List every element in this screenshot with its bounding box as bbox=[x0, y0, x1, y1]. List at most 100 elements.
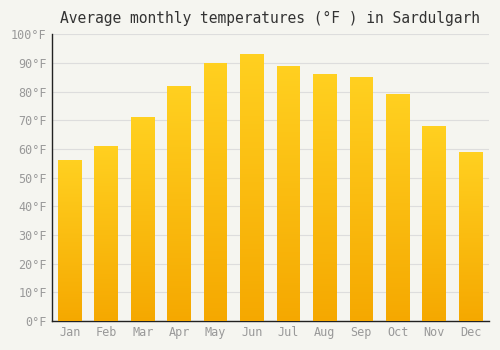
Bar bbox=[350, 289, 373, 292]
Bar bbox=[459, 162, 482, 164]
Bar bbox=[386, 97, 409, 99]
Bar bbox=[240, 193, 264, 196]
Bar bbox=[459, 250, 482, 252]
Bar bbox=[94, 195, 118, 197]
Bar bbox=[204, 110, 228, 112]
Bar bbox=[94, 200, 118, 202]
Bar bbox=[58, 290, 82, 292]
Bar bbox=[94, 186, 118, 188]
Bar bbox=[313, 158, 336, 161]
Bar bbox=[240, 142, 264, 145]
Bar bbox=[276, 86, 300, 89]
Bar bbox=[350, 309, 373, 311]
Bar bbox=[422, 268, 446, 270]
Bar bbox=[58, 188, 82, 189]
Bar bbox=[350, 97, 373, 99]
Bar bbox=[204, 143, 228, 146]
Bar bbox=[350, 160, 373, 163]
Bar bbox=[204, 99, 228, 102]
Bar bbox=[240, 209, 264, 212]
Bar bbox=[276, 290, 300, 293]
Bar bbox=[276, 71, 300, 74]
Bar bbox=[422, 309, 446, 311]
Bar bbox=[204, 208, 228, 210]
Bar bbox=[58, 260, 82, 261]
Bar bbox=[386, 271, 409, 273]
Bar bbox=[459, 290, 482, 292]
Bar bbox=[204, 184, 228, 187]
Bar bbox=[94, 205, 118, 207]
Bar bbox=[94, 165, 118, 167]
Bar bbox=[422, 219, 446, 222]
Bar bbox=[240, 65, 264, 68]
Bar bbox=[94, 305, 118, 307]
Bar bbox=[459, 255, 482, 257]
Bar bbox=[459, 154, 482, 155]
Bar bbox=[313, 151, 336, 153]
Bar bbox=[131, 268, 154, 270]
Bar bbox=[459, 170, 482, 172]
Bar bbox=[386, 285, 409, 287]
Bar bbox=[168, 265, 191, 267]
Bar bbox=[168, 222, 191, 225]
Bar bbox=[94, 216, 118, 218]
Bar bbox=[422, 190, 446, 192]
Bar bbox=[386, 267, 409, 269]
Bar bbox=[422, 292, 446, 294]
Bar bbox=[459, 191, 482, 192]
Bar bbox=[94, 155, 118, 156]
Bar bbox=[276, 283, 300, 285]
Bar bbox=[131, 128, 154, 130]
Bar bbox=[459, 260, 482, 262]
Bar bbox=[386, 203, 409, 205]
Bar bbox=[313, 222, 336, 225]
Bar bbox=[422, 290, 446, 292]
Bar bbox=[313, 311, 336, 314]
Bar bbox=[386, 149, 409, 151]
Bar bbox=[459, 309, 482, 311]
Bar bbox=[94, 286, 118, 288]
Bar bbox=[276, 158, 300, 160]
Bar bbox=[276, 155, 300, 158]
Bar bbox=[422, 198, 446, 200]
Bar bbox=[94, 232, 118, 233]
Bar bbox=[94, 233, 118, 235]
Bar bbox=[168, 304, 191, 307]
Bar bbox=[168, 260, 191, 262]
Bar bbox=[422, 303, 446, 306]
Bar bbox=[386, 273, 409, 276]
Bar bbox=[204, 282, 228, 285]
Bar bbox=[276, 211, 300, 214]
Bar bbox=[422, 184, 446, 187]
Bar bbox=[459, 206, 482, 208]
Bar bbox=[240, 297, 264, 300]
Bar bbox=[350, 248, 373, 250]
Bar bbox=[386, 319, 409, 321]
Bar bbox=[350, 304, 373, 306]
Bar bbox=[168, 126, 191, 128]
Bar bbox=[168, 262, 191, 265]
Bar bbox=[168, 170, 191, 173]
Bar bbox=[422, 302, 446, 303]
Bar bbox=[168, 312, 191, 314]
Bar bbox=[350, 143, 373, 146]
Bar bbox=[276, 196, 300, 198]
Bar bbox=[459, 243, 482, 245]
Bar bbox=[459, 221, 482, 223]
Bar bbox=[240, 169, 264, 171]
Bar bbox=[459, 265, 482, 267]
Bar bbox=[131, 241, 154, 244]
Bar bbox=[204, 166, 228, 169]
Bar bbox=[94, 146, 118, 148]
Bar bbox=[168, 107, 191, 110]
Bar bbox=[131, 286, 154, 288]
Bar bbox=[58, 160, 82, 162]
Bar bbox=[131, 319, 154, 321]
Bar bbox=[386, 255, 409, 258]
Bar bbox=[168, 140, 191, 142]
Bar bbox=[276, 99, 300, 102]
Bar bbox=[386, 110, 409, 113]
Bar bbox=[422, 208, 446, 210]
Bar bbox=[168, 225, 191, 227]
Bar bbox=[58, 252, 82, 253]
